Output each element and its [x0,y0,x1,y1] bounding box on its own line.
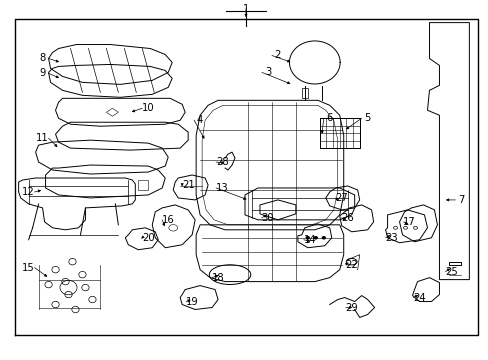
Text: 7: 7 [457,195,464,205]
Text: 16: 16 [162,215,174,225]
Text: 1: 1 [243,4,249,14]
Text: 29: 29 [345,302,357,312]
Text: 5: 5 [364,113,370,123]
Text: 30: 30 [261,213,274,223]
Text: 10: 10 [142,103,154,113]
Text: 26: 26 [341,213,353,223]
Bar [301,88,307,98]
Text: 22: 22 [345,260,357,270]
Text: 28: 28 [215,157,228,167]
Text: 2: 2 [274,50,281,60]
Text: 21: 21 [182,180,194,190]
Text: 20: 20 [142,233,154,243]
Text: 13: 13 [215,183,228,193]
Text: 25: 25 [444,267,457,276]
Bar [448,262,461,265]
Text: 17: 17 [402,217,415,227]
Text: 4: 4 [197,115,203,125]
Text: 19: 19 [185,297,198,306]
Text: 9: 9 [40,68,46,78]
Text: 11: 11 [36,133,49,143]
Circle shape [322,237,325,239]
Circle shape [314,237,317,239]
Text: 27: 27 [335,193,347,203]
Text: 12: 12 [22,187,35,197]
Text: 15: 15 [22,263,35,273]
Text: 3: 3 [264,67,270,77]
Text: 6: 6 [326,113,332,123]
Bar [138,180,148,190]
Text: 18: 18 [211,273,224,283]
Text: 8: 8 [40,54,45,63]
Text: 24: 24 [412,293,425,302]
Text: 23: 23 [385,233,397,243]
Text: 14: 14 [303,235,315,245]
Circle shape [305,237,308,239]
